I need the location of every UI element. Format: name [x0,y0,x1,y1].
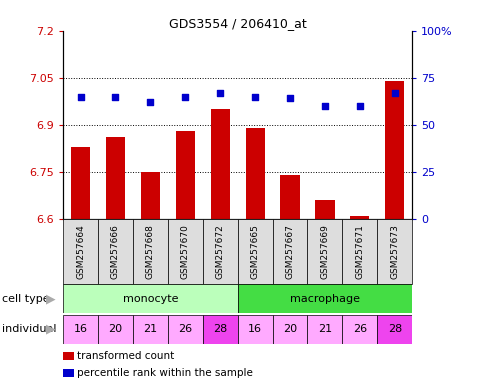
Point [146,99,154,105]
Text: 28: 28 [387,324,401,334]
Text: GSM257668: GSM257668 [146,224,154,279]
Bar [175,131,195,219]
Bar [63,219,98,284]
Bar [342,219,377,284]
Bar [63,369,74,377]
Text: 21: 21 [317,324,332,334]
Text: cell type: cell type [2,293,50,304]
Text: ▶: ▶ [46,292,56,305]
Bar [63,284,237,313]
Point [355,103,363,109]
Point [216,90,224,96]
Bar [237,284,411,313]
Bar [237,315,272,344]
Bar [98,219,133,284]
Text: 26: 26 [352,324,366,334]
Text: individual: individual [2,324,57,334]
Bar [63,315,98,344]
Bar [133,219,167,284]
Point [251,94,258,100]
Text: 26: 26 [178,324,192,334]
Text: GSM257669: GSM257669 [320,224,329,279]
Bar [63,352,74,360]
Bar [106,137,125,219]
Point [76,94,84,100]
Bar [349,216,369,219]
Bar [307,219,342,284]
Bar [202,219,237,284]
Text: 21: 21 [143,324,157,334]
Bar [245,128,264,219]
Text: GSM257673: GSM257673 [390,224,398,279]
Text: ▶: ▶ [46,323,56,336]
Point [320,103,328,109]
Point [286,95,293,101]
Text: GSM257672: GSM257672 [215,224,224,279]
Text: monocyte: monocyte [122,293,178,304]
Bar [210,109,229,219]
Bar [342,315,377,344]
Bar [272,315,307,344]
Text: 20: 20 [282,324,297,334]
Bar [167,315,202,344]
Bar [384,81,404,219]
Text: GSM257667: GSM257667 [285,224,294,279]
Text: GSM257665: GSM257665 [250,224,259,279]
Bar [133,315,167,344]
Text: 20: 20 [108,324,122,334]
Bar [98,315,133,344]
Text: GSM257664: GSM257664 [76,224,85,279]
Bar [237,219,272,284]
Bar [272,219,307,284]
Text: GSM257670: GSM257670 [181,224,189,279]
Text: 16: 16 [74,324,87,334]
Title: GDS3554 / 206410_at: GDS3554 / 206410_at [168,17,306,30]
Bar [167,219,202,284]
Bar [71,147,90,219]
Bar [377,315,411,344]
Text: GSM257666: GSM257666 [111,224,120,279]
Bar [202,315,237,344]
Point [181,94,189,100]
Text: 16: 16 [248,324,261,334]
Bar [377,219,411,284]
Bar [307,315,342,344]
Text: 28: 28 [212,324,227,334]
Point [111,94,119,100]
Text: transformed count: transformed count [77,351,174,361]
Bar [280,175,299,219]
Bar [315,200,334,219]
Point [390,90,398,96]
Text: macrophage: macrophage [289,293,359,304]
Text: GSM257671: GSM257671 [355,224,363,279]
Bar [140,172,160,219]
Text: percentile rank within the sample: percentile rank within the sample [77,368,252,378]
